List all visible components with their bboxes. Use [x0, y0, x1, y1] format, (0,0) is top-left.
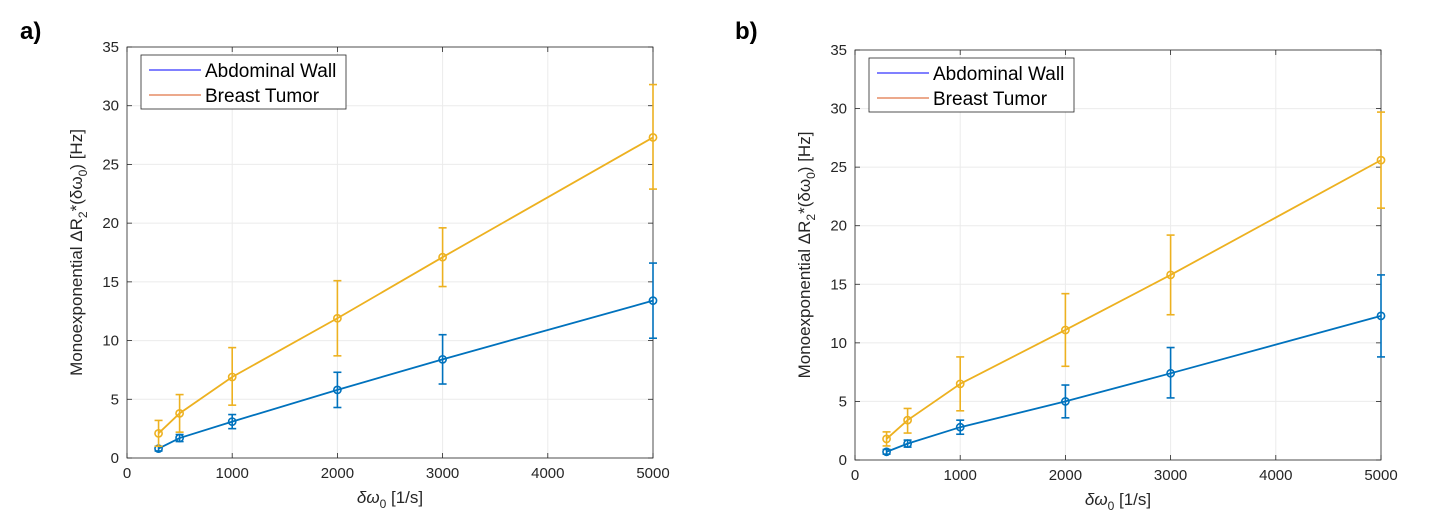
- legend-label: Breast Tumor: [205, 86, 320, 107]
- y-tick-label: 30: [102, 98, 119, 115]
- data-point: [438, 354, 447, 364]
- x-tick-label: 0: [123, 465, 131, 482]
- data-point: [882, 447, 891, 457]
- data-point: [154, 428, 163, 438]
- data-point: [1061, 397, 1070, 406]
- y-axis-label: Monoexponential ΔR2*(δω0) [Hz]: [795, 132, 818, 379]
- data-point: [175, 408, 184, 418]
- series-line: [885, 159, 1382, 440]
- y-tick-label: 30: [830, 101, 847, 118]
- x-tick-label: 2000: [321, 465, 354, 482]
- x-tick-label: 1000: [944, 467, 977, 484]
- legend-box: [140, 54, 347, 110]
- x-tick-label: 4000: [1259, 467, 1292, 484]
- legend-label: Abdominal Wall: [933, 64, 1064, 85]
- y-tick-label: 20: [102, 215, 119, 232]
- panel-a-label: a): [20, 18, 42, 45]
- y-tick-label: 0: [111, 450, 119, 467]
- y-tick-label: 5: [111, 391, 119, 408]
- data-point: [903, 439, 912, 448]
- x-tick-label: 3000: [426, 465, 459, 482]
- legend-label: Abdominal Wall: [205, 61, 336, 82]
- data-point: [903, 415, 912, 425]
- x-axis-label: δω0 [1/s]: [357, 488, 423, 511]
- data-point: [227, 417, 237, 426]
- data-point: [1376, 155, 1386, 165]
- x-tick-label: 1000: [216, 465, 249, 482]
- y-tick-label: 20: [830, 218, 847, 235]
- data-point: [1376, 311, 1386, 321]
- data-point: [332, 313, 342, 323]
- data-point: [332, 385, 342, 395]
- x-tick-label: 3000: [1154, 467, 1187, 484]
- panel-b-label: b): [735, 18, 758, 45]
- y-axis-label: Monoexponential ΔR2*(δω0) [Hz]: [67, 129, 90, 376]
- chart-panel-0: 0 1000 2000 3000 4000 5000 0 5 10 15 20 25 30 35 δω0 […: [67, 39, 670, 511]
- y-tick-label: 10: [102, 333, 119, 350]
- y-tick-label: 35: [830, 42, 847, 59]
- data-point: [648, 133, 658, 142]
- data-point: [955, 422, 965, 432]
- x-tick-label: 0: [851, 467, 859, 484]
- data-point: [1061, 325, 1070, 335]
- y-tick-label: 25: [102, 156, 119, 173]
- data-point: [227, 372, 237, 382]
- x-tick-label: 5000: [1364, 467, 1397, 484]
- chart-panel-1: 0 1000 2000 3000 4000 5000 0 5 10 15 20 25 30 35 δω0 […: [795, 42, 1398, 513]
- data-point: [648, 296, 658, 306]
- y-tick-label: 25: [830, 159, 847, 176]
- y-tick-label: 35: [102, 39, 119, 56]
- legend-label: Breast Tumor: [933, 89, 1048, 110]
- y-tick-label: 0: [839, 452, 847, 469]
- x-tick-label: 2000: [1049, 467, 1082, 484]
- y-tick-label: 10: [830, 335, 847, 352]
- series-abdominal-wall: [154, 262, 658, 454]
- data-point: [882, 434, 891, 444]
- x-tick-label: 5000: [636, 465, 669, 482]
- y-tick-label: 15: [102, 274, 119, 291]
- x-axis-label: δω0 [1/s]: [1085, 490, 1151, 513]
- axes-box: [854, 49, 1382, 461]
- legend-box: [868, 57, 1075, 113]
- data-point: [1166, 270, 1175, 280]
- x-tick-label: 4000: [531, 465, 564, 482]
- data-point: [438, 252, 447, 262]
- legend: Abdominal Wall Breast Tumor: [140, 54, 347, 110]
- y-tick-label: 15: [830, 276, 847, 293]
- series-line: [157, 136, 654, 434]
- data-point: [175, 433, 184, 443]
- axes-box: [126, 46, 654, 459]
- series-breast-tumor: [882, 111, 1386, 447]
- data-point: [955, 379, 965, 389]
- y-tick-label: 5: [839, 393, 847, 410]
- series-abdominal-wall: [882, 274, 1386, 457]
- legend: Abdominal Wall Breast Tumor: [868, 57, 1075, 113]
- series-breast-tumor: [154, 83, 658, 448]
- data-point: [1166, 368, 1175, 378]
